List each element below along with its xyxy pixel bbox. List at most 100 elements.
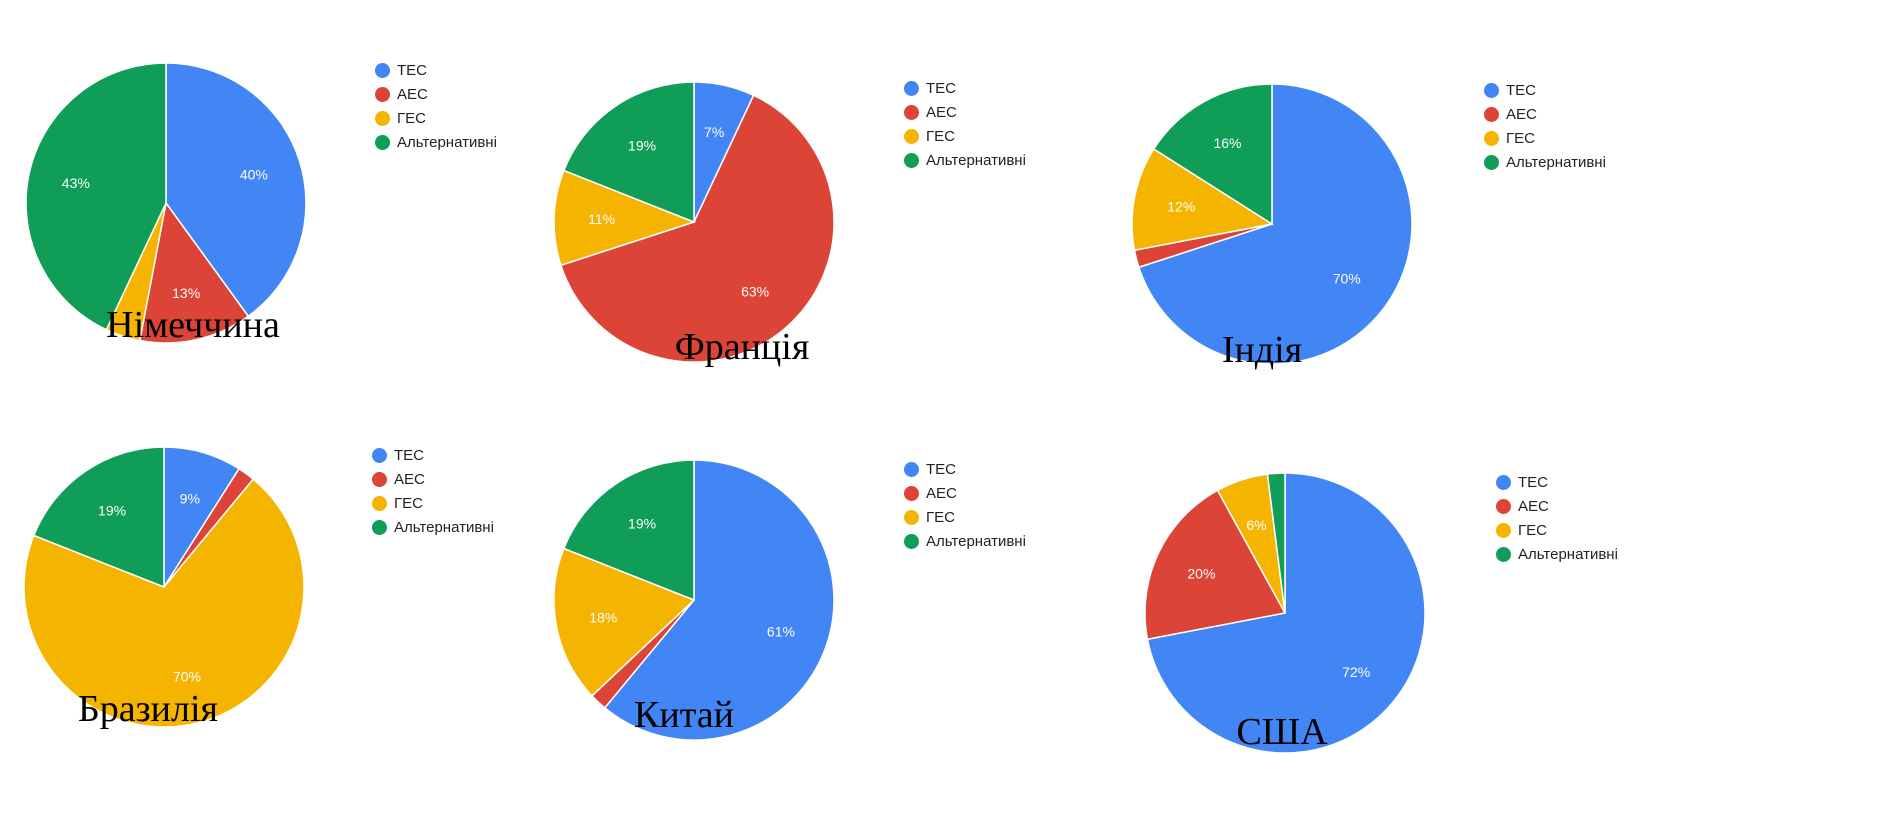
slice-data-label: 19% bbox=[628, 138, 656, 154]
legend-item: АЕС bbox=[372, 467, 494, 491]
slice-data-label: 20% bbox=[1187, 566, 1215, 582]
legend-label: ГЕС bbox=[1506, 129, 1535, 147]
legend-swatch bbox=[904, 80, 919, 96]
legend-item: Альтернативні bbox=[904, 529, 1026, 553]
slice-data-label: 11% bbox=[588, 211, 615, 227]
legend-swatch bbox=[904, 485, 919, 501]
legend-item: АЕС bbox=[1484, 102, 1606, 126]
legend-франція: ТЕС АЕС ГЕС Альтернативні bbox=[904, 76, 1026, 172]
slice-data-label: 70% bbox=[1333, 270, 1361, 286]
legend-swatch bbox=[1496, 498, 1511, 514]
legend-item: ТЕС bbox=[904, 457, 1026, 481]
legend-swatch bbox=[1496, 474, 1511, 490]
legend-label: Альтернативні bbox=[1506, 153, 1606, 171]
legend-label: АЕС bbox=[926, 103, 957, 121]
slice-data-label: 72% bbox=[1342, 664, 1370, 680]
pie-slice-альтернативні bbox=[1152, 83, 1273, 226]
legend-бразилія: ТЕС АЕС ГЕС Альтернативні bbox=[372, 443, 494, 539]
pie-slice-аес bbox=[1144, 489, 1287, 641]
legend-swatch bbox=[1484, 154, 1499, 170]
legend-swatch bbox=[904, 152, 919, 168]
legend-swatch bbox=[904, 509, 919, 525]
slice-data-label: 13% bbox=[172, 285, 200, 301]
legend-item: Альтернативні bbox=[1496, 542, 1618, 566]
legend-item: ТЕС bbox=[904, 76, 1026, 100]
legend-item: ГЕС bbox=[1484, 126, 1606, 150]
legend-label: ТЕС bbox=[397, 61, 427, 79]
legend-label: АЕС bbox=[926, 484, 957, 502]
legend-item: ГЕС bbox=[1496, 518, 1618, 542]
pie-slice-аес bbox=[138, 201, 250, 344]
chart-title: Індія bbox=[1221, 329, 1303, 371]
pie-slice-тес bbox=[1137, 83, 1413, 365]
slice-data-label: 40% bbox=[240, 166, 268, 182]
legend-item: ТЕС bbox=[1484, 78, 1606, 102]
legend-item: Альтернативні bbox=[372, 515, 494, 539]
slice-data-label: 9% bbox=[180, 490, 200, 506]
legend-swatch bbox=[375, 110, 390, 126]
legend-індія: ТЕС АЕС ГЕС Альтернативні bbox=[1484, 78, 1606, 174]
slice-data-label: 70% bbox=[173, 668, 201, 684]
legend-label: Альтернативні bbox=[926, 151, 1026, 169]
legend-китай: ТЕС АЕС ГЕС Альтернативні bbox=[904, 457, 1026, 553]
slice-data-label: 61% bbox=[767, 623, 795, 639]
legend-swatch bbox=[372, 471, 387, 487]
pie-slice-гес bbox=[1131, 147, 1275, 252]
legend-swatch bbox=[375, 62, 390, 78]
legend-swatch bbox=[904, 128, 919, 144]
pie-slice-тес bbox=[603, 459, 835, 741]
legend-label: Альтернативні bbox=[926, 532, 1026, 550]
legend-label: АЕС bbox=[397, 85, 428, 103]
legend-swatch bbox=[372, 495, 387, 511]
legend-item: АЕС bbox=[904, 481, 1026, 505]
legend-swatch bbox=[1496, 522, 1511, 538]
legend-item: Альтернативні bbox=[904, 148, 1026, 172]
legend-label: АЕС bbox=[1518, 497, 1549, 515]
legend-label: ГЕС bbox=[394, 494, 423, 512]
slice-data-label: 63% bbox=[741, 283, 769, 299]
legend-label: ГЕС bbox=[397, 109, 426, 127]
chart-title: Франція bbox=[674, 326, 810, 368]
legend-item: АЕС bbox=[375, 82, 497, 106]
legend-label: Альтернативні bbox=[1518, 545, 1618, 563]
legend-item: Альтернативні bbox=[375, 130, 497, 154]
legend-label: ТЕС bbox=[394, 446, 424, 464]
slice-data-label: 43% bbox=[62, 175, 90, 191]
legend-swatch bbox=[372, 519, 387, 535]
legend-німеччина: ТЕС АЕС ГЕС Альтернативні bbox=[375, 58, 497, 154]
chart-title: Китай bbox=[634, 694, 734, 736]
legend-label: АЕС bbox=[1506, 105, 1537, 123]
pie-slice-альтернативні bbox=[562, 81, 695, 224]
legend-label: Альтернативні bbox=[394, 518, 494, 536]
pie-slice-аес bbox=[559, 94, 835, 363]
legend-swatch bbox=[375, 86, 390, 102]
legend-item: ТЕС bbox=[1496, 470, 1618, 494]
pie-slice-альтернативні bbox=[25, 62, 167, 331]
legend-item: АЕС bbox=[904, 100, 1026, 124]
pie-slice-альтернативні bbox=[562, 459, 695, 602]
legend-item: АЕС bbox=[1496, 494, 1618, 518]
slice-data-label: 18% bbox=[589, 609, 617, 625]
legend-label: АЕС bbox=[394, 470, 425, 488]
legend-label: ГЕС bbox=[926, 508, 955, 526]
legend-label: Альтернативні bbox=[397, 133, 497, 151]
legend-label: ТЕС bbox=[1518, 473, 1548, 491]
pie-slice-гес bbox=[553, 169, 697, 267]
legend-item: ГЕС bbox=[375, 106, 497, 130]
pie-slice-тес bbox=[1146, 472, 1426, 754]
slice-data-label: 6% bbox=[1246, 517, 1266, 533]
legend-swatch bbox=[1496, 546, 1511, 562]
pie-slice-гес bbox=[553, 547, 696, 697]
slice-data-label: 19% bbox=[98, 503, 126, 519]
slice-data-label: 16% bbox=[1213, 135, 1241, 151]
legend-item: Альтернативні bbox=[1484, 150, 1606, 174]
legend-label: ГЕС bbox=[926, 127, 955, 145]
legend-swatch bbox=[372, 447, 387, 463]
legend-swatch bbox=[904, 533, 919, 549]
legend-сша: ТЕС АЕС ГЕС Альтернативні bbox=[1496, 470, 1618, 566]
slice-data-label: 12% bbox=[1167, 199, 1195, 215]
